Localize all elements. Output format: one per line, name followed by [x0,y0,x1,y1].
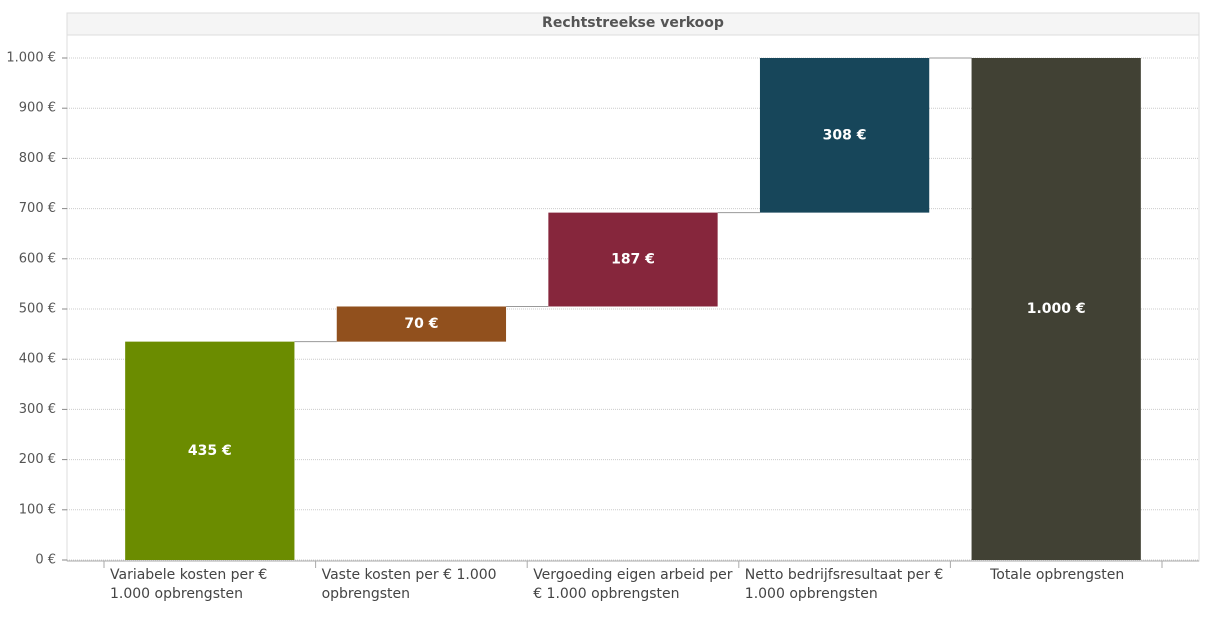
x-tick-label: Vaste kosten per € 1.000 opbrengsten [321,567,497,602]
x-tick-label: Variabele kosten per € 1.000 opbrengsten [110,567,268,602]
bar [759,58,930,213]
y-tick-label: 900 € [19,101,56,116]
chart-title: Rechtstreekse verkoop [542,15,724,31]
y-tick-label: 500 € [19,302,56,317]
title-bar [66,12,1200,36]
value-label: 1.000 € [1027,301,1086,317]
value-label: 435 € [188,443,232,459]
x-tick-label: Vergoeding eigen arbeid per € 1.000 opbr… [533,567,733,602]
x-tick-label: Netto bedrijfsresultaat per € 1.000 opbr… [744,567,944,602]
y-tick-label: 300 € [19,402,56,417]
y-tick-label: 0 € [35,553,56,568]
bar [971,58,1141,560]
y-tick-label: 1.000 € [6,51,56,66]
y-tick-label: 700 € [19,201,56,216]
y-tick-label: 200 € [19,452,56,467]
x-tick-label: Totale opbrengsten [990,567,1125,583]
y-tick-label: 800 € [19,151,56,166]
value-label: 70 € [404,316,438,332]
value-label: 308 € [823,127,867,143]
y-tick-label: 600 € [19,251,56,266]
bar [336,306,507,342]
bar [548,212,718,307]
value-label: 187 € [611,252,655,268]
y-tick-label: 400 € [19,352,56,367]
bar [125,341,295,560]
y-tick-label: 100 € [19,502,56,517]
